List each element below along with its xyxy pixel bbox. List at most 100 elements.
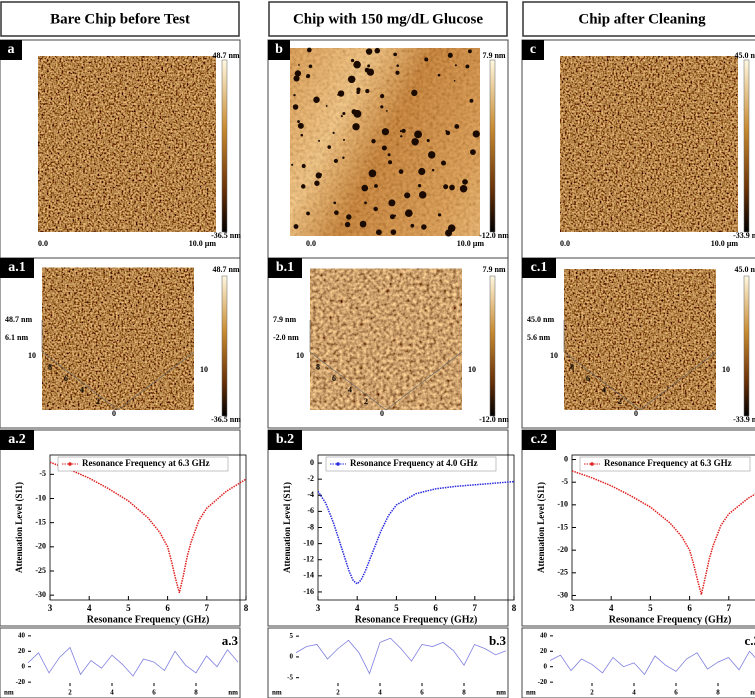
y-tick-label: -8 — [307, 522, 314, 531]
panel-frame — [0, 429, 241, 627]
afm-pit — [381, 145, 387, 151]
color-scale-min: -33.9 nm — [733, 231, 755, 240]
panel-label: b — [275, 42, 283, 57]
x-unit-label: nm — [750, 689, 755, 697]
x-tick-label: 8 — [716, 689, 720, 697]
y-axis-label: Attenuation Level (S11) — [536, 482, 546, 573]
y-tick-label: -5 — [287, 673, 293, 681]
afm-pit — [356, 87, 361, 92]
color-scale-max: 7.9 nm — [482, 51, 505, 60]
surface-axis — [385, 351, 463, 411]
surface-axis-label: 2 — [364, 397, 368, 406]
afm-pit — [298, 64, 300, 66]
x-tick-label: 6 — [165, 603, 170, 613]
surface-axis-label: 8 — [48, 362, 52, 371]
y-tick-label: -16 — [303, 587, 314, 596]
x-tick-label: 4 — [110, 689, 114, 697]
afm-pit — [400, 135, 403, 138]
panel-label-box — [0, 430, 34, 450]
surface-axis-label: 10 — [550, 351, 558, 360]
surface-axis-label: 8 — [316, 362, 320, 371]
profile-line — [549, 650, 755, 676]
color-scale-max: 45.0 nm — [734, 265, 755, 274]
afm-pit — [305, 75, 309, 78]
afm-pit — [469, 98, 474, 103]
y-tick-label: -30 — [557, 590, 568, 599]
panel-label: a.1 — [8, 260, 26, 275]
column-header-box — [522, 1, 755, 37]
afm-pit — [418, 167, 426, 176]
afm-pit — [440, 160, 447, 166]
legend-box — [57, 456, 229, 472]
legend-marker — [68, 462, 72, 466]
column-header-box — [0, 1, 240, 37]
afm-pit — [411, 89, 418, 97]
afm-pit — [293, 93, 296, 97]
afm-pit — [361, 184, 369, 192]
afm-pit — [418, 191, 427, 199]
color-scale — [743, 59, 750, 233]
color-scale — [743, 275, 750, 417]
x-tick-label: 5 — [394, 603, 399, 613]
x-tick-label: 8 — [194, 689, 198, 697]
y-tick-label: -10 — [557, 500, 568, 509]
afm-pit — [445, 129, 448, 133]
panel-label: a.3 — [222, 633, 239, 648]
series-line — [571, 470, 755, 595]
panel-label-box — [268, 258, 302, 278]
afm-pit — [344, 221, 351, 228]
panel-frame — [0, 257, 241, 429]
afm-pit — [318, 139, 321, 142]
plot-frame — [571, 454, 755, 601]
column-title: Bare Chip before Test — [50, 11, 190, 27]
afm-pit — [342, 156, 345, 159]
panel-frame — [267, 257, 509, 429]
x-tick-label: 7 — [473, 603, 478, 613]
afm-pit — [411, 138, 419, 146]
x-tick-label: 5 — [126, 603, 131, 613]
profile-line — [295, 637, 507, 675]
afm-pit — [333, 158, 338, 164]
y-axis-label: Attenuation Level (S11) — [14, 482, 24, 573]
legend-box — [579, 456, 751, 472]
surface-axis — [41, 351, 119, 411]
afm-pit — [454, 64, 457, 67]
column-title: Chip with 150 mg/dL Glucose — [293, 11, 483, 27]
y-tick-label: -6 — [307, 506, 314, 515]
afm-pit — [350, 58, 355, 63]
afm-pit — [315, 172, 322, 179]
afm-pit — [334, 210, 339, 215]
image-x-end: 10.0 µm — [457, 239, 485, 248]
surface-axis — [309, 351, 387, 411]
y-tick-label: -15 — [35, 517, 46, 526]
x-tick-label: 7 — [205, 603, 210, 613]
y-tick-label: 40 — [18, 631, 26, 639]
afm-pit — [395, 70, 400, 75]
panel-frame — [267, 627, 509, 698]
panel-frame — [521, 257, 755, 429]
afm-pit — [393, 214, 397, 217]
legend-marker — [336, 462, 340, 466]
afm-pit — [373, 206, 378, 212]
afm-pit — [389, 214, 395, 220]
surface-axis-label: 6 — [586, 374, 590, 383]
panel-frame — [521, 627, 755, 698]
y-tick-label: -20 — [35, 542, 46, 551]
legend-marker — [590, 462, 594, 466]
afm-pit — [301, 164, 306, 168]
surface-axis-label: 10 — [468, 365, 476, 374]
x-unit-label: nm — [228, 689, 238, 697]
panel-label: b.3 — [489, 633, 506, 648]
y-tick-label: -20 — [557, 545, 568, 554]
afm-pit — [292, 104, 299, 110]
afm-texture — [290, 48, 480, 236]
afm-pit — [300, 133, 304, 137]
afm-pit — [380, 94, 385, 99]
y-tick-label: 20 — [18, 647, 26, 655]
y-tick-label: 0 — [22, 662, 26, 670]
afm-pit — [381, 128, 390, 136]
image-x-start: 0.0 — [306, 239, 316, 248]
y-tick-label: -20 — [16, 678, 26, 686]
afm-image — [38, 56, 216, 232]
